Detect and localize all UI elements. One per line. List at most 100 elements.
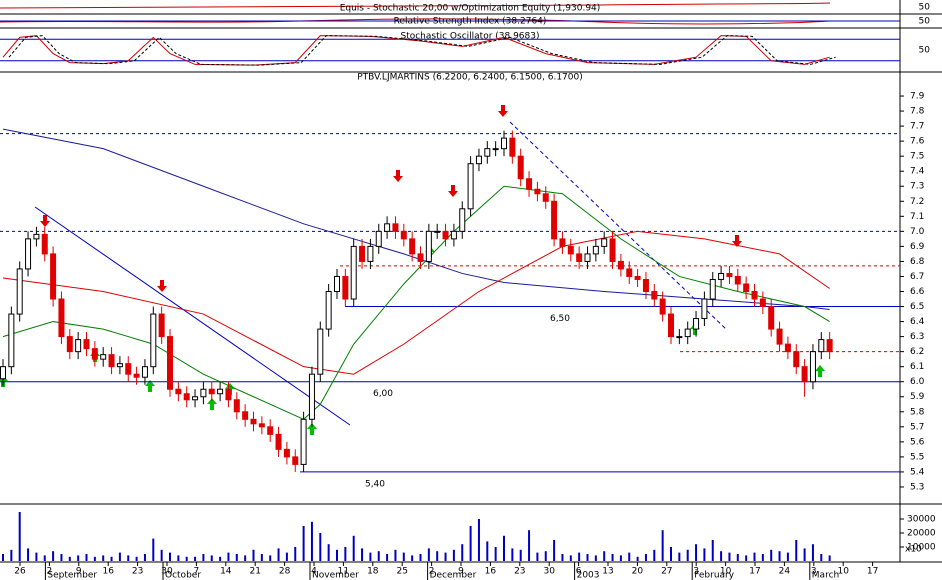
candle-body <box>634 275 641 280</box>
candle-body <box>818 339 825 353</box>
month-label: November <box>312 571 359 580</box>
candle-body <box>192 396 199 401</box>
candle-body <box>100 354 107 360</box>
pane-borders <box>0 0 942 563</box>
candle-body <box>759 298 766 308</box>
candle-body <box>242 411 249 420</box>
volume-tick-label: 20000 <box>907 529 936 539</box>
candle-body <box>592 245 599 255</box>
x-tick-label: 27 <box>661 567 672 577</box>
y-tick-label: 6.5 <box>910 302 924 312</box>
candle-body <box>659 298 666 315</box>
candle-body <box>601 238 608 247</box>
candle-body <box>133 373 140 378</box>
candle-body <box>384 223 391 232</box>
candle-body <box>175 388 182 395</box>
trend-line <box>509 121 728 331</box>
candle-body <box>250 418 257 425</box>
volume-unit: x10 <box>905 545 922 555</box>
x-tick-label: 23 <box>132 567 143 577</box>
candle-body <box>208 388 215 395</box>
y-tick-label: 6.2 <box>910 347 924 357</box>
stoch-tick: 50 <box>919 46 931 56</box>
level-label: 5,40 <box>365 479 385 489</box>
buy-arrow <box>207 398 217 410</box>
candle-body <box>617 260 624 270</box>
candle-body <box>425 230 432 262</box>
x-tick-label: 25 <box>396 567 407 577</box>
candle-body <box>768 306 775 330</box>
y-tick-label: 6.7 <box>910 272 924 282</box>
month-label: September <box>47 571 97 580</box>
candle-body <box>141 366 148 378</box>
x-tick-label: 4 <box>311 567 317 577</box>
month-label: October <box>165 571 201 580</box>
moving-average <box>2 230 830 375</box>
x-tick-label: 28 <box>279 567 291 577</box>
candle-body <box>534 188 541 195</box>
month-label: March <box>812 571 839 580</box>
x-tick-label: 3 <box>693 567 699 577</box>
trend-line <box>34 206 351 426</box>
y-tick-label: 7.5 <box>910 152 924 162</box>
x-tick-label: 6 <box>576 567 582 577</box>
candle-body <box>676 336 683 339</box>
candle-body <box>0 366 6 380</box>
level-label: 6,50 <box>550 314 570 324</box>
candle-body <box>409 238 416 255</box>
x-tick-label: 7 <box>194 567 200 577</box>
candle-body <box>492 148 499 151</box>
candle-body <box>442 230 449 240</box>
candle-body <box>584 253 591 262</box>
x-tick-label: 14 <box>220 567 232 577</box>
y-tick-label: 7.3 <box>910 182 924 192</box>
x-tick-label: 30 <box>161 567 173 577</box>
x-tick-label: 20 <box>632 567 644 577</box>
sell-arrow <box>498 105 508 117</box>
y-tick-label: 6.1 <box>910 362 924 372</box>
candle-body <box>66 336 73 353</box>
candle-body <box>668 313 674 338</box>
x-tick-label: 13 <box>602 567 613 577</box>
candle-body <box>50 253 57 300</box>
y-tick-label: 6.4 <box>910 317 925 327</box>
candle-body <box>542 193 549 202</box>
x-tick-label: 11 <box>338 567 349 577</box>
y-tick-label: 7.1 <box>910 212 924 222</box>
sell-arrow <box>732 235 742 247</box>
x-tick-label: 26 <box>14 567 26 577</box>
y-tick-label: 7.9 <box>910 92 925 102</box>
y-tick-label: 5.6 <box>910 437 925 447</box>
sell-arrow <box>40 215 50 227</box>
candle-body <box>58 298 65 338</box>
month-label: 2003 <box>577 571 600 580</box>
candle-body <box>709 278 716 300</box>
rsi-title: Relative Strength Index (38.2764) <box>394 17 547 27</box>
candle-body <box>267 426 274 435</box>
candle-body <box>642 278 649 292</box>
candle-body <box>801 366 808 383</box>
candle-body <box>701 298 708 320</box>
buy-arrow <box>145 380 155 392</box>
stoch-signal <box>8 35 836 66</box>
candle-body <box>551 200 558 240</box>
candle-body <box>275 433 282 450</box>
x-tick-label: 16 <box>485 567 497 577</box>
candle-body <box>517 155 524 180</box>
candle-body <box>75 339 82 353</box>
y-tick-label: 6.3 <box>910 332 924 342</box>
candle-body <box>325 290 332 330</box>
equity-title: Equis - Stochastic 20,00 w/Optimization … <box>340 4 601 14</box>
x-tick-label: 23 <box>514 567 525 577</box>
buy-arrow <box>307 423 317 435</box>
y-tick-label: 6.8 <box>910 257 925 267</box>
moving-average <box>2 185 830 420</box>
candle-body <box>751 290 758 300</box>
candle-body <box>83 339 90 350</box>
equity-tick: 50 <box>919 3 931 13</box>
candle-body <box>651 290 658 300</box>
y-tick-label: 5.3 <box>910 482 924 492</box>
candle-body <box>400 230 407 240</box>
candle-body <box>417 253 424 262</box>
